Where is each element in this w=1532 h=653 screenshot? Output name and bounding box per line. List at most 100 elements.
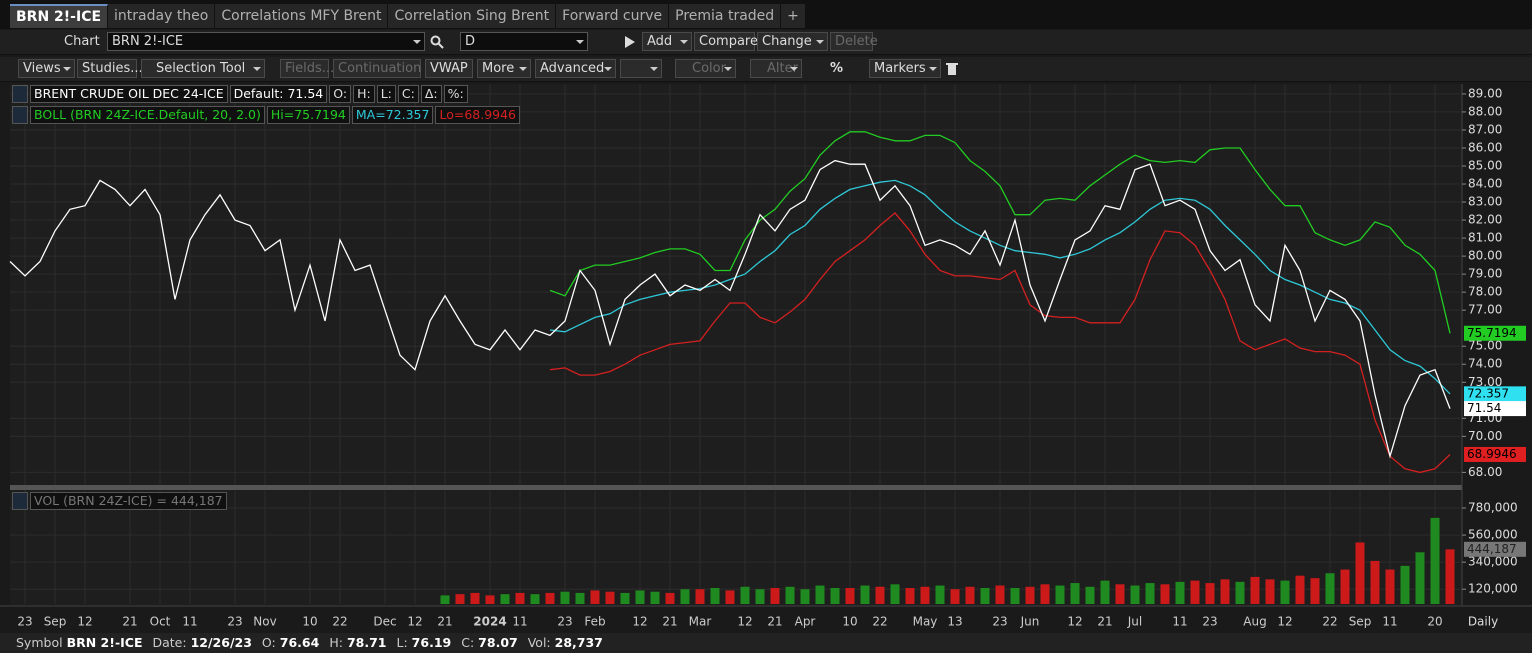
x-tick-label: Aug [1243, 615, 1266, 629]
legend-field: O: [329, 85, 352, 103]
advanced-button[interactable]: Advanced [535, 59, 616, 78]
more-button[interactable]: More [477, 59, 531, 78]
volume-bar [1235, 581, 1245, 604]
y-tick-label: 87.00 [1468, 122, 1502, 136]
x-tick-label: Nov [253, 615, 276, 629]
symbol-input[interactable]: BRN 2!-ICE [107, 32, 425, 51]
tab[interactable]: + [781, 4, 806, 28]
x-tick-label: 11 [1172, 615, 1187, 629]
tabs: BRN 2!-ICE intraday theo Correlations MFY … [10, 4, 806, 28]
trash-icon[interactable] [946, 62, 958, 76]
tab[interactable]: Correlation Sing Brent [388, 4, 557, 28]
line-style-button[interactable] [620, 59, 662, 78]
volume-bar [1325, 573, 1335, 604]
x-tick-label: Dec [373, 615, 396, 629]
tab[interactable]: Premia traded [669, 4, 782, 28]
status-label: O: [261, 635, 276, 650]
vwap-button[interactable]: VWAP [425, 59, 473, 78]
toolbar: Chart BRN 2!-ICE D Add Compare Change De… [0, 30, 1532, 55]
x-tick-label: Mar [689, 615, 712, 629]
volume-bar [560, 591, 570, 604]
compare-button[interactable]: Compare [694, 32, 758, 51]
interval-input[interactable]: D [460, 32, 588, 51]
legend-field: %: [443, 85, 468, 103]
volume-bar [950, 589, 960, 604]
play-icon[interactable] [624, 35, 636, 49]
legend-field: C: [397, 85, 419, 103]
status-value: 76.19 [411, 635, 452, 650]
y-tick-label: 560,000 [1468, 528, 1518, 542]
tab[interactable]: Forward curve [556, 4, 670, 28]
x-tick-label: 12 [632, 615, 647, 629]
y-tick-label: 68.00 [1468, 465, 1502, 479]
price-marker-label: 68.9946 [1467, 447, 1517, 461]
tab[interactable]: BRN 2!-ICE [10, 4, 109, 28]
alter-button[interactable]: Alter [750, 59, 802, 78]
x-tick-label: Jun [1020, 615, 1040, 629]
status-label: Date: [152, 635, 187, 650]
volume-bar [830, 588, 840, 604]
pane-divider [10, 485, 1462, 490]
volume-bar [545, 592, 555, 604]
add-button[interactable]: Add [642, 32, 692, 51]
series-line [549, 131, 1451, 334]
volume-bar [755, 589, 765, 604]
x-tick-label: 10 [302, 615, 317, 629]
studies-button[interactable]: Studies... [77, 59, 143, 78]
y-tick-label: 79.00 [1468, 267, 1502, 281]
volume-bar [1070, 583, 1080, 604]
volume-bar [725, 590, 735, 604]
volume-bar [1265, 579, 1275, 604]
volume-bar [1160, 584, 1170, 604]
volume-bar [440, 595, 450, 604]
x-tick-label: 21 [662, 615, 677, 629]
volume-bar [680, 589, 690, 604]
price-marker [1464, 325, 1526, 341]
x-tick-label: 23 [1202, 615, 1217, 629]
volume-bar [590, 590, 600, 604]
y-tick-label: 70.00 [1468, 429, 1502, 443]
search-icon[interactable] [430, 35, 444, 49]
tab[interactable]: intraday theo [108, 4, 216, 28]
x-tick-label: 21 [122, 615, 137, 629]
views-button[interactable]: Views [18, 59, 75, 78]
change-button[interactable]: Change [757, 32, 828, 51]
volume-bar [1010, 588, 1020, 604]
volume-bar [1370, 560, 1380, 604]
y-tick-label: 89.00 [1468, 86, 1502, 100]
x-tick-label: 22 [872, 615, 887, 629]
volume-bar [650, 591, 660, 604]
series-line [9, 159, 1451, 459]
delete-button[interactable]: Delete [830, 32, 878, 51]
volume-bar [875, 586, 885, 604]
legend-field: L: [376, 85, 396, 103]
y-tick-label: 86.00 [1468, 140, 1502, 154]
color-button[interactable]: Color [675, 59, 736, 78]
x-tick-label: 21 [767, 615, 782, 629]
selection-tool-button[interactable]: Selection Tool [141, 59, 265, 78]
y-tick-label: 82.00 [1468, 213, 1502, 227]
volume-bar [1445, 549, 1455, 604]
x-tick-label: 12 [407, 615, 422, 629]
x-tick-label: 12 [1067, 615, 1082, 629]
status-label: Vol: [527, 635, 551, 650]
x-tick-label: Sep [44, 615, 67, 629]
y-tick-label: 78.00 [1468, 285, 1502, 299]
y-tick-label: 120,000 [1468, 582, 1518, 596]
volume-bar [860, 585, 870, 604]
x-tick-label: 23 [557, 615, 572, 629]
continuation-button[interactable]: Continuation [333, 59, 421, 78]
volume-bar [815, 585, 825, 604]
volume-bar [710, 588, 720, 604]
x-tick-label: 11 [512, 615, 527, 629]
fields-button[interactable]: Fields... [280, 59, 334, 78]
volume-bar [1385, 569, 1395, 604]
tab[interactable]: Correlations MFY Brent [215, 4, 389, 28]
percent-toggle[interactable]: % [830, 61, 844, 76]
markers-button[interactable]: Markers [869, 59, 941, 78]
toolbar-2: Views Studies... Selection Tool Fields..… [0, 57, 1532, 82]
y-tick-label: 340,000 [1468, 555, 1518, 569]
volume-bar [845, 588, 855, 604]
volume-bar [635, 590, 645, 604]
